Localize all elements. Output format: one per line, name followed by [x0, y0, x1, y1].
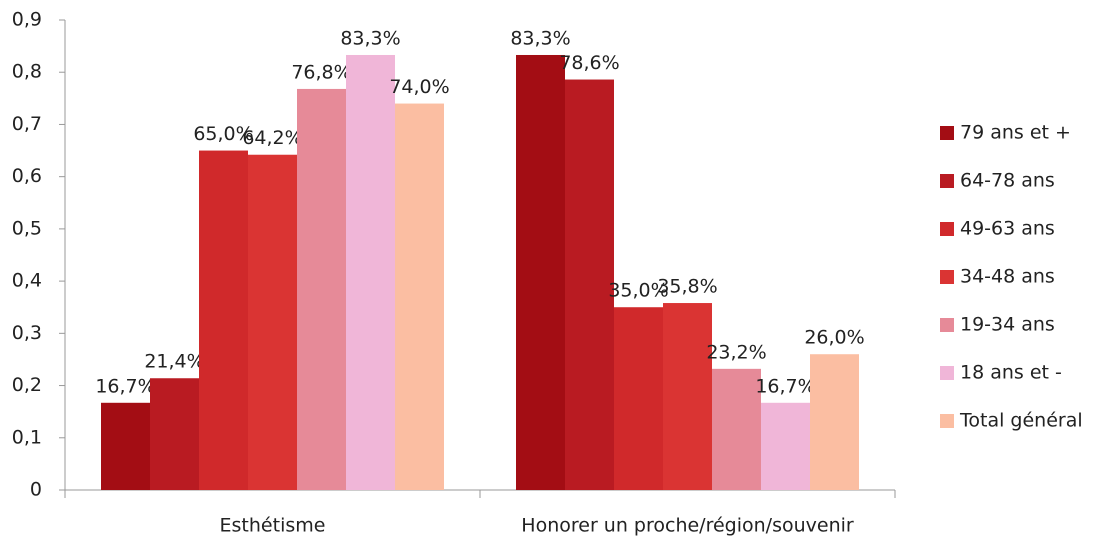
data-label: 26,0%: [804, 327, 864, 349]
bar: [810, 354, 859, 490]
legend-swatch: [940, 222, 954, 236]
y-tick-label: 0,7: [12, 113, 42, 135]
legend-label: 64-78 ans: [960, 170, 1055, 192]
bar: [150, 378, 199, 490]
y-tick-label: 0,6: [12, 165, 42, 187]
data-label: 35,0%: [608, 280, 668, 302]
legend-label: 19-34 ans: [960, 314, 1055, 336]
y-tick-label: 0,1: [12, 426, 42, 448]
bar: [614, 307, 663, 490]
data-label: 21,4%: [144, 351, 204, 373]
y-tick-label: 0: [30, 479, 42, 501]
legend-label: 18 ans et -: [960, 362, 1062, 384]
data-label: 76,8%: [291, 61, 351, 83]
y-tick-label: 0,4: [12, 270, 42, 292]
legend-swatch: [940, 174, 954, 188]
data-label: 78,6%: [559, 52, 619, 74]
legend-swatch: [940, 126, 954, 140]
legend-swatch: [940, 318, 954, 332]
bar: [395, 103, 444, 491]
data-label: 83,3%: [510, 27, 570, 49]
data-label: 16,7%: [755, 375, 815, 397]
bar: [199, 150, 248, 491]
bar: [565, 79, 614, 491]
data-label: 23,2%: [706, 341, 766, 363]
y-tick-label: 0,8: [12, 61, 42, 83]
legend-label: 49-63 ans: [960, 218, 1055, 240]
y-tick-label: 0,2: [12, 374, 42, 396]
bar: [346, 54, 395, 490]
data-label: 83,3%: [340, 27, 400, 49]
legend-swatch: [940, 270, 954, 284]
x-tick-label: Esthétisme: [220, 515, 326, 537]
y-tick-label: 0,3: [12, 322, 42, 344]
data-label: 65,0%: [193, 123, 253, 145]
y-tick-label: 0,9: [12, 9, 42, 31]
data-label: 74,0%: [389, 76, 449, 98]
bar: [248, 154, 297, 490]
bar: [516, 54, 565, 490]
legend-label: 79 ans et +: [960, 122, 1071, 144]
y-tick-label: 0,5: [12, 217, 42, 239]
legend-swatch: [940, 366, 954, 380]
legend-label: Total général: [959, 410, 1083, 432]
bar: [761, 402, 810, 490]
data-label: 16,7%: [95, 375, 155, 397]
data-label: 64,2%: [242, 127, 302, 149]
data-label: 35,8%: [657, 276, 717, 298]
bar: [712, 368, 761, 490]
bar: [297, 88, 346, 490]
bar: [101, 402, 150, 490]
legend-label: 34-48 ans: [960, 266, 1055, 288]
legend-swatch: [940, 414, 954, 428]
bar: [663, 303, 712, 490]
x-tick-label: Honorer un proche/région/souvenir: [521, 515, 854, 537]
